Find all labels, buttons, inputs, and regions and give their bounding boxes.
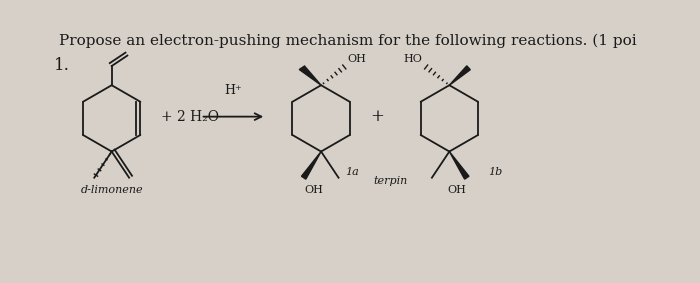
Text: H⁺: H⁺ bbox=[224, 84, 241, 97]
Text: 1a: 1a bbox=[346, 167, 359, 177]
Text: 1.: 1. bbox=[54, 57, 70, 74]
Text: OH: OH bbox=[304, 185, 323, 195]
Text: d-limonene: d-limonene bbox=[80, 185, 143, 195]
Text: + 2 H₂O: + 2 H₂O bbox=[162, 110, 219, 124]
Text: HO: HO bbox=[403, 54, 422, 64]
Text: OH: OH bbox=[347, 54, 366, 64]
Text: 1b: 1b bbox=[489, 167, 503, 177]
Polygon shape bbox=[449, 151, 469, 179]
Polygon shape bbox=[449, 66, 470, 85]
Text: OH: OH bbox=[447, 185, 466, 195]
Text: terpin: terpin bbox=[374, 176, 408, 186]
Text: +: + bbox=[370, 108, 384, 125]
Text: Propose an electron-pushing mechanism for the following reactions. (1 poi: Propose an electron-pushing mechanism fo… bbox=[60, 34, 637, 48]
Polygon shape bbox=[300, 66, 321, 85]
Polygon shape bbox=[302, 151, 321, 179]
